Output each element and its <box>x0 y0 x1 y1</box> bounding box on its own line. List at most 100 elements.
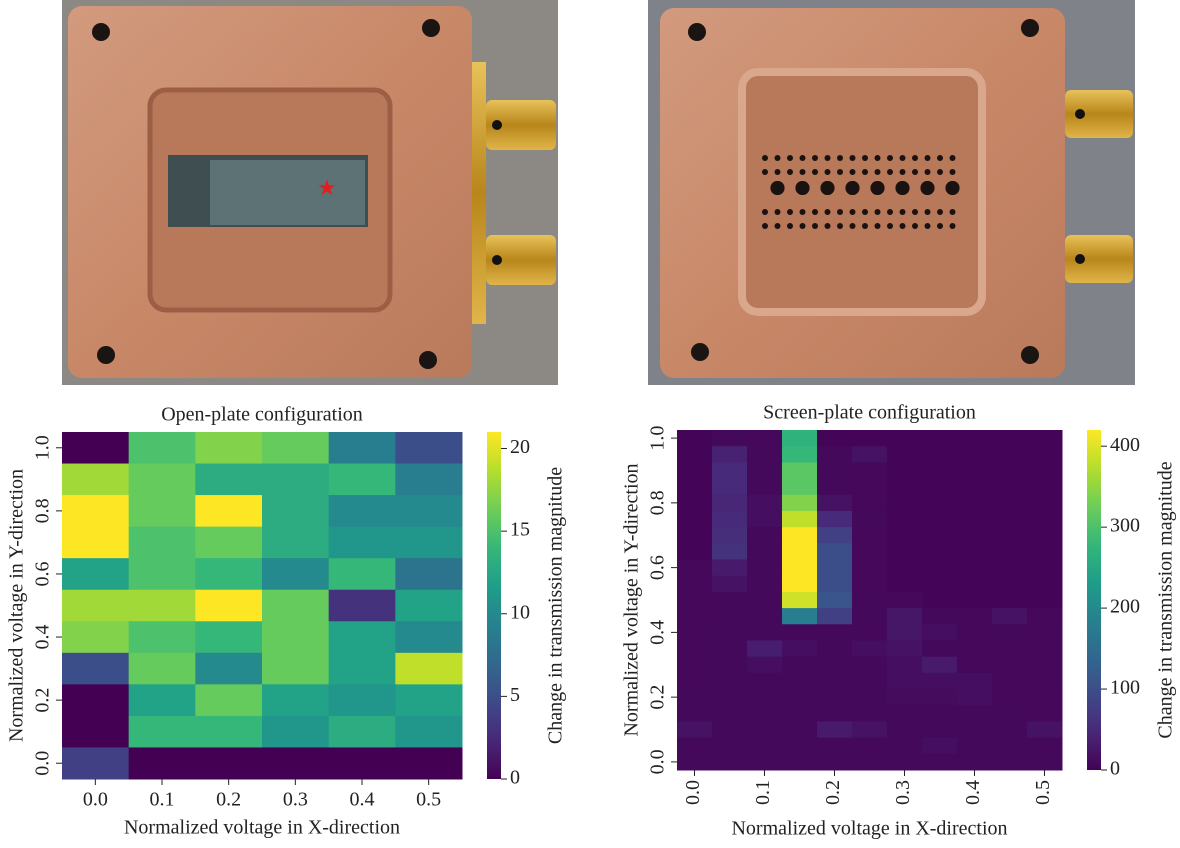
heatmap-cell <box>62 432 129 464</box>
heatmap-cell <box>852 705 888 722</box>
heatmap-cell <box>782 495 818 512</box>
heatmap-cell <box>852 479 888 496</box>
heatmap-cell <box>817 689 853 706</box>
y-tick-label: 0.0 <box>647 749 669 774</box>
heatmap-cell <box>922 495 958 512</box>
hole <box>762 155 768 161</box>
hole <box>937 155 943 161</box>
heatmap-cell <box>395 527 462 559</box>
heatmap-cell <box>62 716 129 748</box>
heatmap-cell <box>747 689 783 706</box>
hole <box>812 155 818 161</box>
heatmap-cell <box>922 705 958 722</box>
heatmap-cell <box>782 738 818 755</box>
heatmap-cell <box>852 689 888 706</box>
heatmap-cell <box>992 592 1028 609</box>
heatmap-cell <box>129 432 196 464</box>
y-tick-label: 0.6 <box>647 555 669 580</box>
heatmap-cell <box>782 754 818 771</box>
heatmap-cell <box>129 716 196 748</box>
hole <box>912 223 918 229</box>
heatmap-cell <box>817 495 853 512</box>
heatmap-cell <box>747 430 783 447</box>
heatmap-cell <box>992 446 1028 463</box>
hole <box>800 223 806 229</box>
heatmap-cell <box>62 558 129 590</box>
heatmap-cell <box>992 721 1028 738</box>
hole <box>825 155 831 161</box>
heatmap-cell <box>817 608 853 625</box>
heatmap-cell <box>1027 738 1063 755</box>
heatmap-cell <box>747 640 783 657</box>
y-tick-label: 0.4 <box>647 620 669 645</box>
heatmap-cell <box>922 657 958 674</box>
heatmap-cell <box>852 657 888 674</box>
heatmap-cell <box>817 673 853 690</box>
heatmap-cell <box>1027 560 1063 577</box>
heatmap-cell <box>922 624 958 641</box>
heatmap-cell <box>677 640 713 657</box>
heatmap-cell <box>712 624 748 641</box>
heatmap-cell <box>992 560 1028 577</box>
heatmap-cell <box>329 684 396 716</box>
heatmap-cell <box>922 511 958 528</box>
heatmap-cell <box>747 495 783 512</box>
heatmap-cell <box>677 738 713 755</box>
colorbar-tick-label: 400 <box>1110 434 1140 456</box>
y-tick-label: 0.2 <box>32 688 54 713</box>
x-tick-label: 0.5 <box>416 789 441 811</box>
heatmap-cell <box>677 576 713 593</box>
heatmap-cell <box>129 464 196 496</box>
hole <box>887 155 893 161</box>
hole <box>900 223 906 229</box>
heatmap-cell <box>677 543 713 560</box>
hole <box>862 155 868 161</box>
hole <box>775 169 781 175</box>
heatmap-cell <box>195 432 262 464</box>
heatmap-cell <box>782 657 818 674</box>
heatmap-cell <box>782 543 818 560</box>
chart-title: Screen-plate configuration <box>763 402 976 424</box>
heatmap-cell <box>329 621 396 653</box>
heatmap-cell <box>992 479 1028 496</box>
hole <box>825 223 831 229</box>
hole <box>800 209 806 215</box>
heatmap-cell <box>677 721 713 738</box>
heatmap-cell <box>817 592 853 609</box>
heatmap-cell <box>747 479 783 496</box>
heatmap-cell <box>677 689 713 706</box>
heatmap-cell <box>677 560 713 577</box>
heatmap-cell <box>195 558 262 590</box>
heatmap-cell <box>922 479 958 496</box>
x-tick-label: 0.3 <box>283 789 308 811</box>
heatmap-cell <box>992 462 1028 479</box>
heatmap-cell <box>1027 705 1063 722</box>
heatmap-cell <box>922 673 958 690</box>
heatmap-cell <box>782 624 818 641</box>
hole <box>837 223 843 229</box>
heatmap-cell <box>195 527 262 559</box>
hole <box>762 209 768 215</box>
heatmap-cell <box>712 446 748 463</box>
heatmap-cell <box>782 608 818 625</box>
heatmap-cell <box>817 446 853 463</box>
hole <box>775 223 781 229</box>
heatmap-cell <box>957 543 993 560</box>
heatmap-cell <box>262 716 329 748</box>
heatmap-cell <box>957 608 993 625</box>
heatmap-cell <box>887 446 923 463</box>
hole <box>950 223 956 229</box>
heatmap-cell <box>957 560 993 577</box>
heatmap-cell <box>747 705 783 722</box>
heatmap-cell <box>887 721 923 738</box>
heatmap-cell <box>817 738 853 755</box>
x-tick-label: 0.5 <box>1032 780 1054 805</box>
heatmap-cell <box>195 716 262 748</box>
hole <box>850 169 856 175</box>
heatmap-cell <box>957 754 993 771</box>
heatmap-cell <box>922 738 958 755</box>
heatmap-cell <box>712 689 748 706</box>
heatmap-cell <box>129 684 196 716</box>
y-tick-label: 0.0 <box>32 751 54 776</box>
hole <box>787 155 793 161</box>
